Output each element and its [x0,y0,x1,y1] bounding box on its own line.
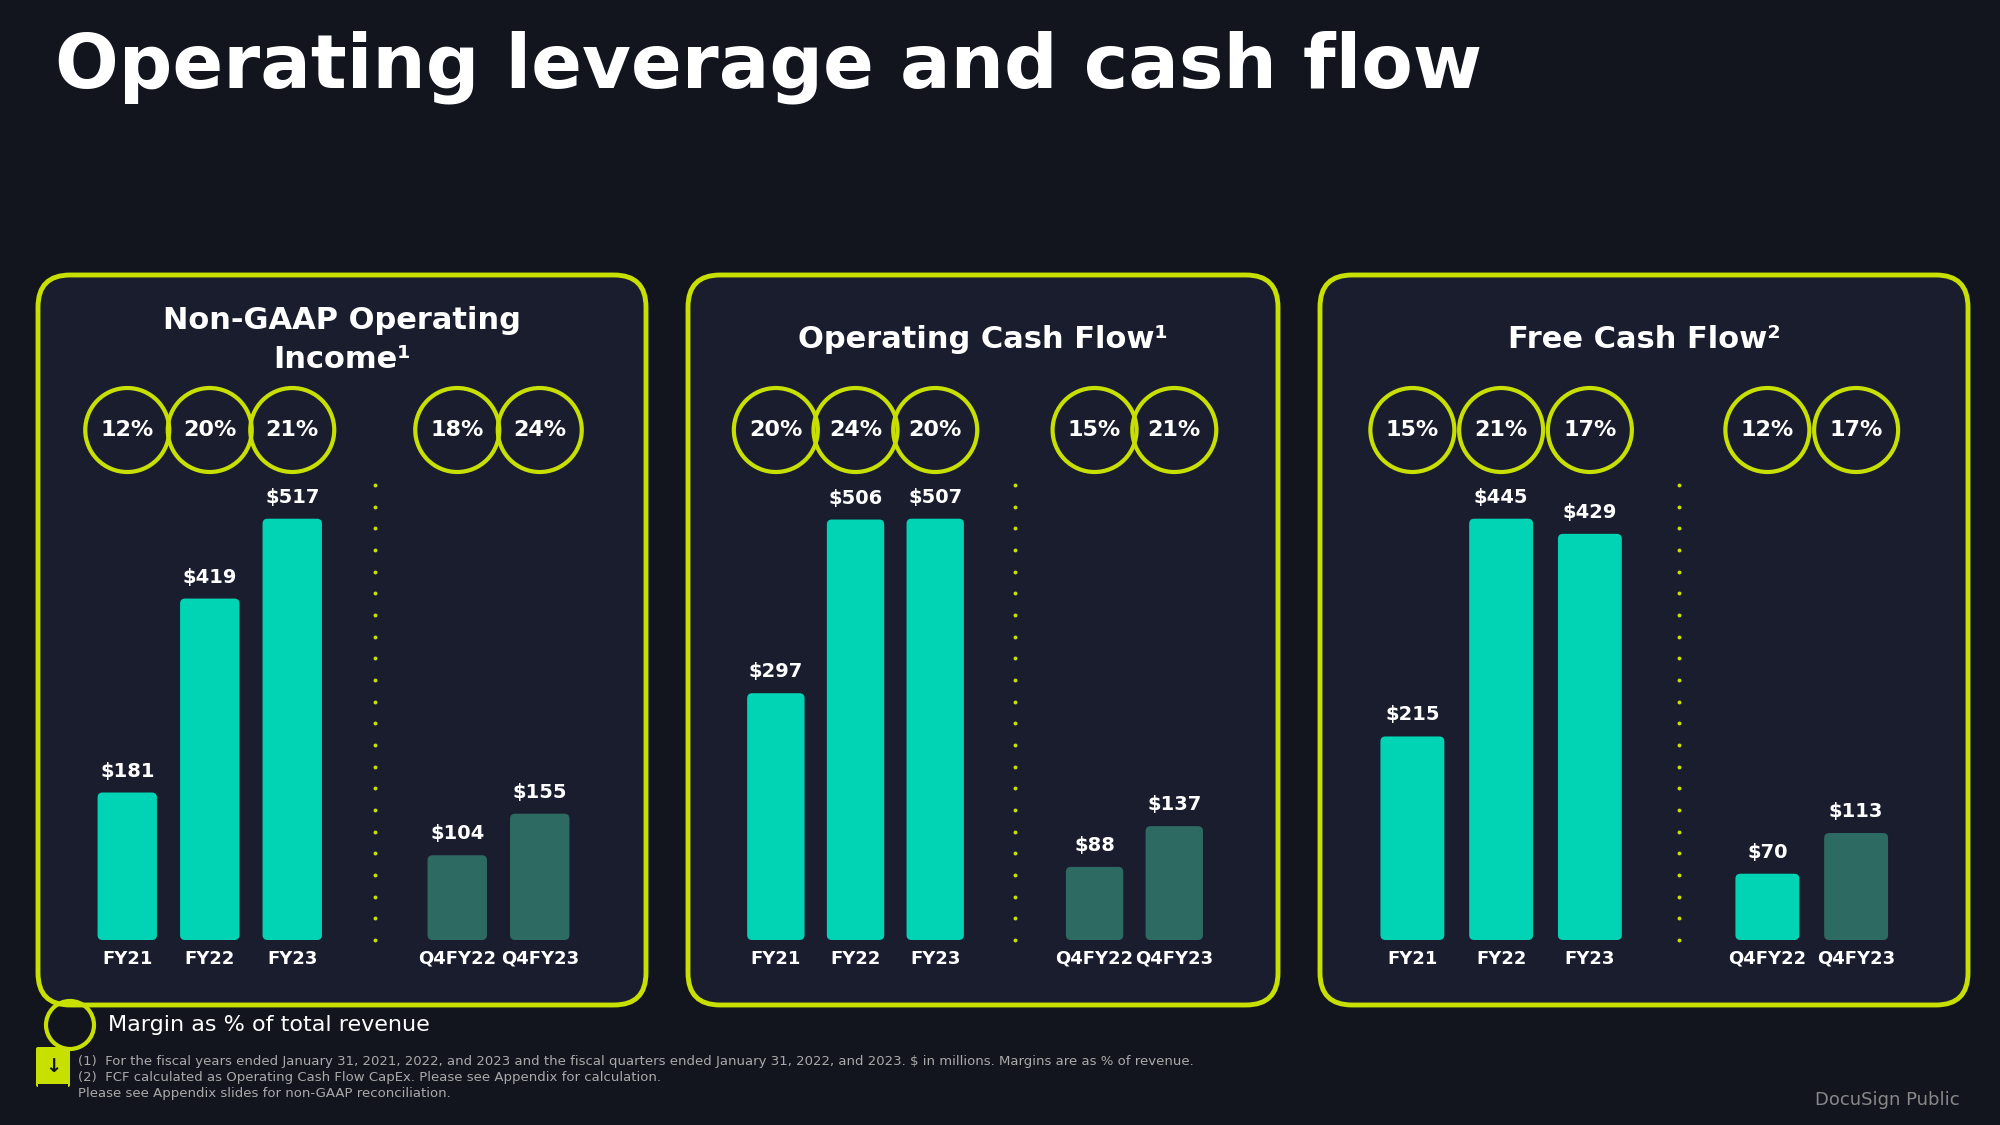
Text: FY21: FY21 [102,950,152,968]
Text: $215: $215 [1386,705,1440,724]
Circle shape [1368,386,1456,474]
FancyBboxPatch shape [36,1047,70,1087]
Text: 15%: 15% [1386,420,1440,440]
Text: Operating leverage and cash flow: Operating leverage and cash flow [56,30,1482,104]
FancyBboxPatch shape [1736,874,1800,940]
Text: $181: $181 [100,762,154,781]
FancyBboxPatch shape [38,1084,68,1091]
Text: Q4FY23: Q4FY23 [1136,950,1214,968]
FancyBboxPatch shape [180,598,240,940]
Circle shape [812,386,900,474]
Text: Non-GAAP Operating
Income¹: Non-GAAP Operating Income¹ [164,306,520,374]
Text: 20%: 20% [908,420,962,440]
Text: (1)  For the fiscal years ended January 31, 2021, 2022, and 2023 and the fiscal : (1) For the fiscal years ended January 3… [78,1055,1194,1068]
Text: Q4FY22: Q4FY22 [1728,950,1806,968]
FancyBboxPatch shape [1146,826,1202,940]
Text: 17%: 17% [1830,420,1882,440]
Text: $297: $297 [748,663,802,682]
Text: FY21: FY21 [750,950,802,968]
Text: $507: $507 [908,488,962,506]
Circle shape [1458,386,1546,474]
Text: FY22: FY22 [830,950,880,968]
Text: Q4FY22: Q4FY22 [1056,950,1134,968]
Circle shape [248,386,336,474]
FancyBboxPatch shape [1558,534,1622,940]
Text: FY22: FY22 [1476,950,1526,968]
FancyBboxPatch shape [688,274,1278,1005]
Text: 21%: 21% [1148,420,1200,440]
FancyBboxPatch shape [1470,519,1534,940]
Text: FY21: FY21 [1388,950,1438,968]
FancyBboxPatch shape [98,792,156,940]
Text: Q4FY23: Q4FY23 [1818,950,1896,968]
FancyBboxPatch shape [748,693,804,940]
Text: 24%: 24% [514,420,566,440]
Text: $88: $88 [1074,836,1116,855]
Circle shape [1050,386,1138,474]
Text: Free Cash Flow²: Free Cash Flow² [1508,325,1780,354]
Text: FY22: FY22 [184,950,234,968]
FancyBboxPatch shape [510,813,570,940]
FancyBboxPatch shape [38,274,646,1005]
Text: FY23: FY23 [910,950,960,968]
Text: FY23: FY23 [268,950,318,968]
Text: ↓: ↓ [44,1058,62,1077]
Text: 17%: 17% [1564,420,1616,440]
FancyBboxPatch shape [1066,867,1124,940]
FancyBboxPatch shape [1380,737,1444,940]
Circle shape [732,386,820,474]
Text: 20%: 20% [184,420,236,440]
Text: 12%: 12% [100,420,154,440]
Circle shape [892,386,980,474]
Text: 18%: 18% [430,420,484,440]
Text: 24%: 24% [828,420,882,440]
Text: $445: $445 [1474,488,1528,506]
FancyBboxPatch shape [1824,832,1888,940]
Circle shape [414,386,502,474]
Text: Operating Cash Flow¹: Operating Cash Flow¹ [798,325,1168,354]
Text: 20%: 20% [750,420,802,440]
Text: DocuSign Public: DocuSign Public [1816,1091,1960,1109]
Text: $419: $419 [182,568,236,586]
Text: Q4FY23: Q4FY23 [500,950,578,968]
FancyBboxPatch shape [262,519,322,940]
Text: $70: $70 [1748,843,1788,862]
Circle shape [1546,386,1634,474]
Circle shape [166,386,254,474]
Text: (2)  FCF calculated as Operating Cash Flow CapEx. Please see Appendix for calcul: (2) FCF calculated as Operating Cash Flo… [78,1071,660,1084]
Text: $104: $104 [430,825,484,844]
Text: Q4FY22: Q4FY22 [418,950,496,968]
Circle shape [1812,386,1900,474]
Text: $517: $517 [266,488,320,506]
Text: $113: $113 [1828,802,1884,821]
Text: $506: $506 [828,488,882,507]
FancyBboxPatch shape [1320,274,1968,1005]
Text: 21%: 21% [1474,420,1528,440]
Text: 21%: 21% [266,420,318,440]
Text: 15%: 15% [1068,420,1122,440]
Text: Please see Appendix slides for non-GAAP reconciliation.: Please see Appendix slides for non-GAAP … [78,1087,450,1100]
Circle shape [1130,386,1218,474]
Text: $429: $429 [1562,503,1618,522]
FancyBboxPatch shape [906,519,964,940]
FancyBboxPatch shape [428,855,486,940]
Text: $137: $137 [1148,795,1202,814]
Text: Margin as % of total revenue: Margin as % of total revenue [108,1015,430,1035]
Circle shape [84,386,172,474]
Text: FY23: FY23 [1564,950,1616,968]
Circle shape [496,386,584,474]
Text: $155: $155 [512,783,568,802]
Text: 12%: 12% [1740,420,1794,440]
FancyBboxPatch shape [826,520,884,940]
Circle shape [1724,386,1812,474]
